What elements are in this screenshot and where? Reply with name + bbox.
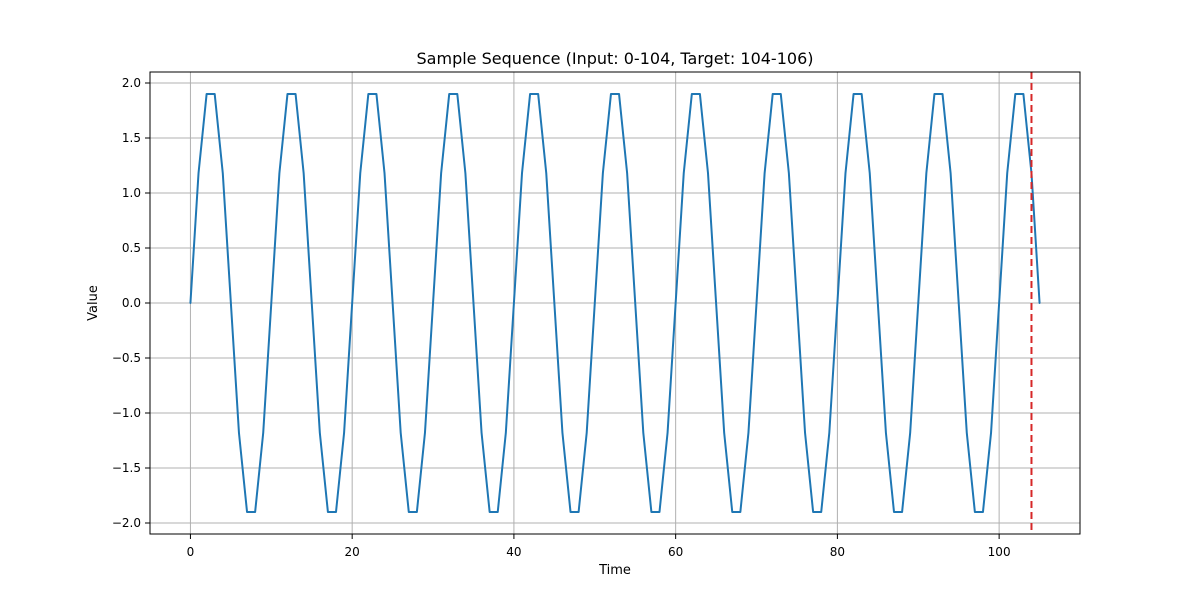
x-tick-label: 0 <box>187 545 195 559</box>
series-layer <box>189 93 1041 513</box>
series-line <box>189 93 1041 513</box>
y-tick-label: 1.0 <box>122 186 141 200</box>
y-tick-label: −1.5 <box>112 461 141 475</box>
y-tick-label: −1.0 <box>112 406 141 420</box>
plot-area-border <box>149 71 1081 535</box>
grid-lines <box>150 72 1080 534</box>
y-tick-label: 2.0 <box>122 76 141 90</box>
y-tick-label: −0.5 <box>112 351 141 365</box>
y-tick-label: 0.5 <box>122 241 141 255</box>
x-axis-label: Time <box>598 563 631 578</box>
y-tick-label: −2.0 <box>112 516 141 530</box>
tick-layer: 0 20 40 60 80 100 −2.0 −1.5 −1.0 −0.5 0.0 0.5 1.0 1.5… <box>112 76 1011 559</box>
y-tick-label: 0.0 <box>122 296 141 310</box>
chart-title: Sample Sequence (Input: 0-104, Target: 1… <box>417 49 814 68</box>
x-tick-label: 40 <box>506 545 521 559</box>
x-tick-label: 100 <box>988 545 1011 559</box>
y-tick-label: 1.5 <box>122 131 141 145</box>
x-tick-label: 20 <box>345 545 360 559</box>
x-tick-label: 60 <box>668 545 683 559</box>
y-axis-label: Value <box>86 285 101 321</box>
x-tick-label: 80 <box>830 545 845 559</box>
